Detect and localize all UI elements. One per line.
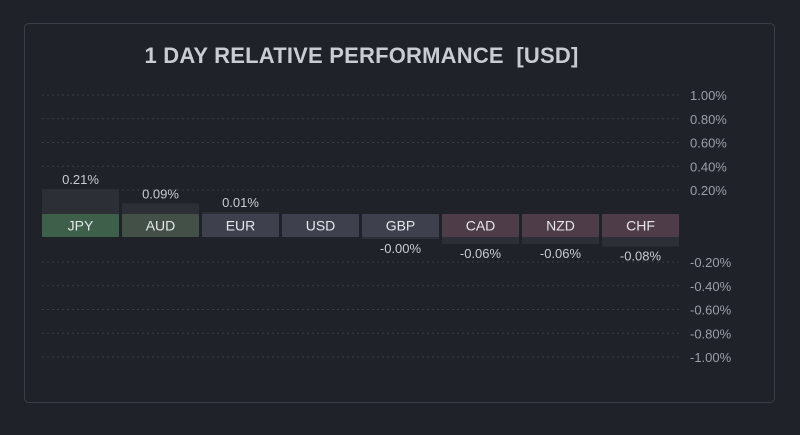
category-box-nzd	[522, 214, 599, 237]
y-tick-label: -0.40%	[690, 279, 732, 294]
category-box-cad	[442, 214, 519, 237]
grid-lines	[42, 94, 680, 358]
bar-nzd	[522, 237, 599, 245]
value-label: 0.21%	[62, 172, 99, 187]
bar-cad	[442, 237, 519, 245]
category-label: AUD	[146, 218, 176, 234]
bar-aud	[122, 203, 199, 214]
category-labels: JPY AUD EUR USD GBP CAD NZD CHF	[42, 214, 679, 237]
value-label: -0.08%	[620, 249, 662, 264]
y-tick-label: -0.60%	[690, 303, 732, 318]
value-label: 0.09%	[142, 186, 179, 201]
y-axis-ticks: 1.00% 0.80% 0.60% 0.40% 0.20% -0.20% -0.40% -0.…	[690, 88, 732, 365]
category-label: USD	[306, 218, 336, 234]
y-tick-label: -1.00%	[690, 350, 732, 365]
value-label: -0.06%	[540, 246, 582, 261]
y-tick-label: 0.80%	[690, 112, 727, 127]
category-box-eur	[202, 214, 279, 237]
value-label: -0.00%	[380, 241, 422, 256]
y-tick-label: -0.20%	[690, 255, 732, 270]
bar-eur	[202, 212, 279, 214]
category-label: GBP	[386, 218, 416, 234]
category-box-jpy	[42, 214, 119, 237]
bar-gbp	[362, 237, 439, 239]
bars	[42, 189, 679, 247]
value-label: -0.06%	[460, 246, 502, 261]
value-labels: 0.21% 0.09% 0.01% -0.00% -0.06% -0.06% -0.08%	[62, 172, 661, 263]
category-box-chf	[602, 214, 679, 237]
category-label: JPY	[68, 218, 94, 234]
y-tick-label: 0.20%	[690, 183, 727, 198]
y-tick-label: 0.60%	[690, 136, 727, 151]
bar-chf	[602, 237, 679, 247]
category-box-aud	[122, 214, 199, 237]
category-box-usd	[282, 214, 359, 237]
y-tick-label: 0.40%	[690, 159, 727, 174]
chart-title: 1 DAY RELATIVE PERFORMANCE [USD]	[144, 43, 579, 68]
value-label: 0.01%	[222, 195, 259, 210]
category-label: CHF	[626, 218, 655, 234]
bar-jpy	[42, 189, 119, 214]
category-label: NZD	[546, 218, 575, 234]
y-tick-label: 1.00%	[690, 88, 727, 103]
category-box-gbp	[362, 214, 439, 237]
category-label: EUR	[226, 218, 256, 234]
y-tick-label: -0.80%	[690, 326, 732, 341]
category-label: CAD	[466, 218, 496, 234]
